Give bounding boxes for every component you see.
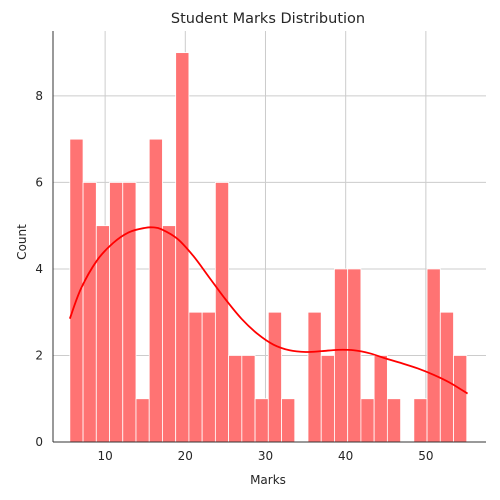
histogram-bar (241, 355, 256, 443)
histogram-bar (307, 311, 322, 443)
histogram-bar (122, 182, 137, 443)
x-tick-label: 30 (258, 449, 273, 463)
histogram-bar (214, 182, 230, 443)
histogram-bar (360, 398, 375, 443)
histogram-bar (373, 355, 388, 443)
histogram-bar (228, 355, 243, 443)
histogram-bar (347, 268, 362, 443)
histogram-bars (69, 52, 468, 443)
histogram-bar (320, 355, 335, 443)
histogram-bar (254, 398, 269, 443)
histogram-bar (439, 311, 454, 443)
histogram-bar (148, 138, 163, 443)
histogram-bar (386, 398, 402, 443)
histogram-bar (201, 311, 216, 443)
y-tick-label: 2 (35, 348, 43, 362)
histogram-bar (109, 182, 124, 443)
kde-curve (68, 226, 469, 395)
histogram-bar (413, 398, 428, 443)
axes (52, 31, 486, 443)
histogram-bar (82, 182, 97, 443)
x-tick-label: 20 (178, 449, 193, 463)
kde-curve-group (68, 226, 469, 395)
x-tick-label: 40 (338, 449, 353, 463)
tick-labels: 10 20 30 40 50 0 2 4 6 8 (35, 89, 433, 463)
histogram-bar (453, 355, 468, 443)
y-axis-label: Count (15, 224, 29, 260)
histogram-bar (426, 268, 441, 443)
histogram-bar (69, 138, 84, 443)
y-tick-label: 6 (35, 175, 43, 189)
histogram-bar (281, 398, 296, 443)
histogram-bar (188, 311, 203, 443)
histogram-bar (334, 268, 349, 443)
histogram-bar (267, 311, 282, 443)
y-tick-label: 8 (35, 89, 43, 103)
x-tick-label: 10 (97, 449, 112, 463)
y-tick-label: 0 (35, 435, 43, 449)
histogram-bar (162, 225, 177, 443)
x-axis-label: Marks (250, 473, 286, 487)
chart-title: Student Marks Distribution (171, 11, 365, 27)
y-tick-label: 4 (35, 262, 43, 276)
x-tick-label: 50 (418, 449, 433, 463)
histogram-bar (135, 398, 150, 443)
